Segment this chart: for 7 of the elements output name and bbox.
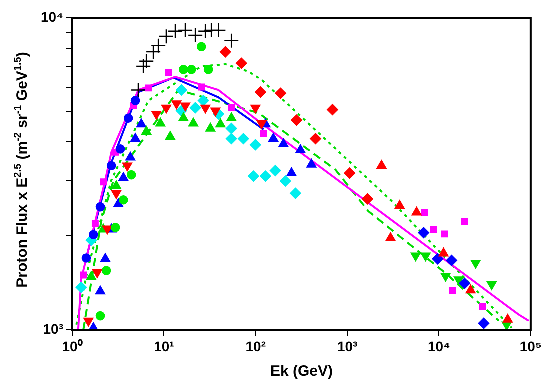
- x-tick-label: 10²: [246, 338, 266, 354]
- x-tick-label: 10⁴: [428, 338, 451, 354]
- x-tick-label: 10⁵: [520, 338, 542, 354]
- x-tick-label: 10³: [337, 338, 358, 354]
- x-axis-title: Ek (GeV): [270, 363, 333, 380]
- x-tick-label: 10¹: [154, 338, 175, 354]
- x-tick-label: 10⁰: [62, 338, 83, 354]
